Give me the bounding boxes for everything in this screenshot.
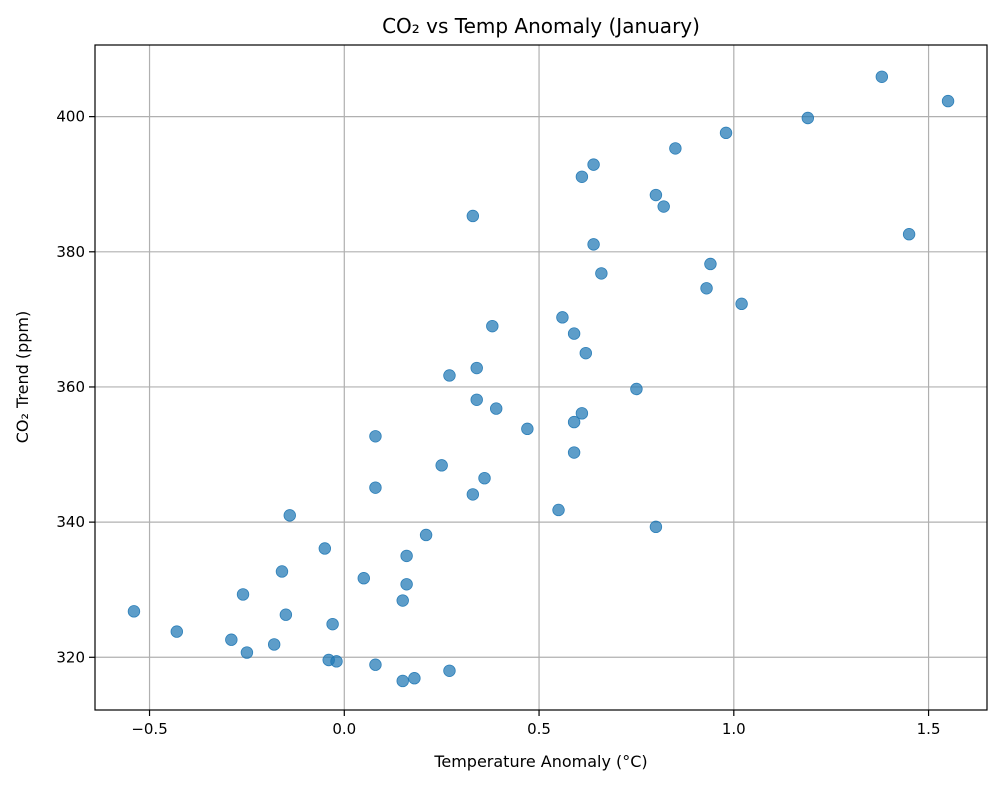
data-point (466, 488, 480, 501)
data-point (875, 70, 889, 83)
data-point (649, 520, 663, 534)
data-point (521, 422, 534, 436)
data-point (400, 578, 413, 591)
data-point (669, 142, 682, 155)
data-point (127, 605, 141, 618)
data-point (408, 672, 421, 685)
data-point (567, 446, 581, 459)
data-point (470, 361, 483, 375)
y-tick-label: 340 (56, 513, 85, 531)
data-point (490, 402, 503, 415)
grid-lines (95, 45, 987, 710)
data-point (318, 542, 332, 555)
data-point (170, 625, 183, 638)
data-point (552, 503, 565, 517)
data-point (649, 188, 663, 202)
data-point (579, 346, 592, 360)
data-point (595, 267, 608, 280)
y-axis-label: CO₂ Trend (ppm) (13, 311, 32, 444)
data-points (127, 70, 955, 688)
data-point (275, 565, 289, 578)
data-point (357, 572, 370, 585)
data-point (240, 646, 254, 659)
data-point (279, 608, 293, 621)
plot-frame (94, 44, 988, 711)
data-point (369, 481, 382, 494)
x-tick-label: 0.0 (332, 720, 356, 738)
data-point (486, 319, 499, 333)
data-point (941, 94, 955, 108)
data-point (556, 311, 569, 324)
data-point (419, 528, 433, 542)
y-tick-label: 360 (56, 378, 85, 396)
y-tick-label: 380 (56, 243, 85, 261)
data-point (567, 327, 581, 340)
data-point (225, 633, 238, 646)
data-point (236, 588, 250, 601)
x-tick-label: 0.5 (527, 720, 551, 738)
data-point (396, 594, 409, 607)
data-point (369, 430, 382, 443)
data-point (267, 638, 281, 651)
data-point (466, 209, 480, 223)
y-tick-label: 320 (56, 648, 85, 666)
data-point (326, 617, 339, 631)
x-tick-label: 1.5 (917, 720, 941, 738)
data-point (435, 459, 448, 472)
x-axis-label: Temperature Anomaly (°C) (433, 752, 647, 771)
data-point (478, 471, 491, 485)
chart-title: CO₂ vs Temp Anomaly (January) (382, 14, 700, 38)
data-point (719, 126, 733, 140)
x-tick-label: 1.0 (722, 720, 746, 738)
y-tick-label: 400 (56, 108, 85, 126)
data-point (630, 382, 643, 396)
data-point (735, 297, 748, 311)
data-point (369, 658, 382, 671)
data-point (575, 407, 589, 420)
data-point (443, 664, 456, 678)
axis-ticks: −0.5 0.0 0.5 1.0 1.5 320 340 360 380 400 (56, 108, 940, 738)
data-point (801, 111, 815, 125)
data-point (396, 674, 409, 688)
data-point (587, 238, 600, 251)
data-point (443, 369, 456, 382)
data-point (400, 549, 413, 563)
data-point (567, 415, 581, 429)
data-point (700, 282, 713, 295)
data-point (575, 170, 589, 183)
data-point (704, 257, 717, 271)
data-point (587, 158, 600, 171)
data-point (330, 655, 343, 668)
data-point (283, 509, 296, 522)
data-point (902, 228, 916, 241)
x-tick-label: −0.5 (131, 720, 167, 738)
data-point (470, 393, 483, 407)
data-point (657, 200, 670, 213)
